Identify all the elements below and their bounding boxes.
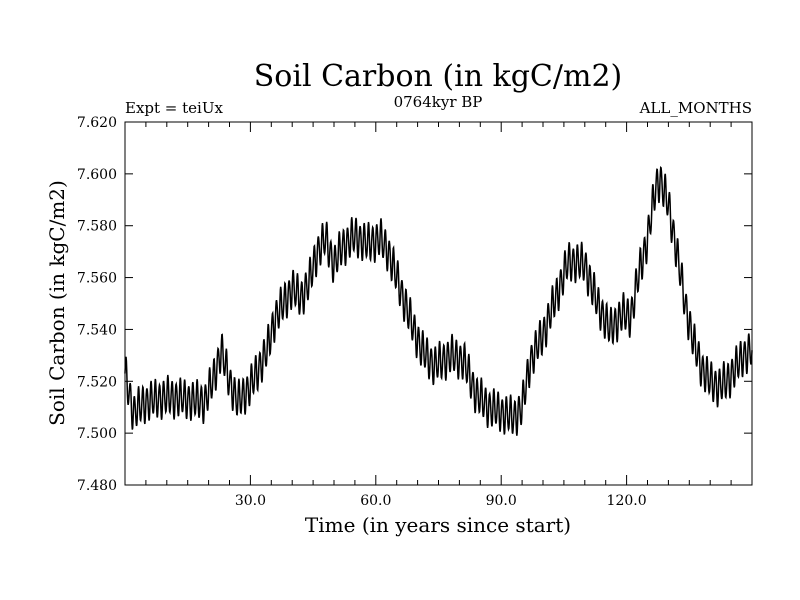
period-label: 0764kyr BP [394,93,483,111]
y-axis-ticks: 7.480 7.500 7.520 7.540 7.560 7.580 7.600 7.620 [77,115,752,494]
y-tick-label: 7.480 [77,478,117,494]
x-tick-label: 60.0 [360,493,391,509]
x-axis-ticks: 30.0 60.0 90.0 120.0 [145,122,732,509]
soil-carbon-series-line [124,166,753,436]
y-tick-label: 7.620 [77,115,117,131]
y-tick-label: 7.600 [77,167,117,183]
x-tick-label: 120.0 [607,493,647,509]
x-tick-label: 30.0 [235,493,266,509]
y-tick-label: 7.580 [77,219,117,235]
y-tick-label: 7.540 [77,322,117,338]
y-axis-label: Soil Carbon (in kgC/m2) [45,180,69,426]
chart-title: Soil Carbon (in kgC/m2) [254,59,622,94]
plot-frame [124,121,753,486]
y-tick-label: 7.560 [77,271,117,287]
x-axis-label: Time (in years since start) [305,513,571,537]
experiment-label: Expt = teiUx [125,99,223,117]
y-tick-label: 7.500 [77,426,117,442]
y-tick-label: 7.520 [77,374,117,390]
months-label: ALL_MONTHS [639,99,752,117]
x-tick-label: 90.0 [486,493,517,509]
